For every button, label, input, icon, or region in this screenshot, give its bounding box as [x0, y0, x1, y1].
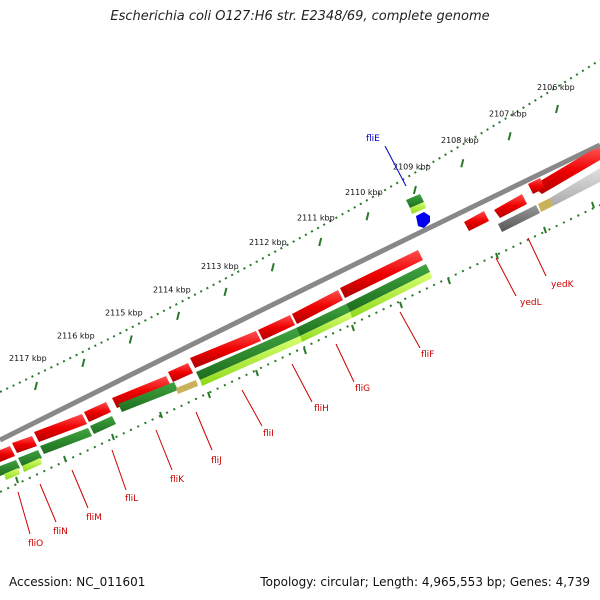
- gene-block-light: [22, 458, 42, 472]
- cds-arrow: [494, 194, 527, 218]
- kbp-tick-mark: [365, 212, 370, 221]
- gene-block: [196, 328, 300, 380]
- kbp-tick-label: 2108 kbp: [441, 136, 479, 145]
- cds-arrow: [340, 250, 423, 298]
- kbp-tick-label: 2115 kbp: [105, 309, 143, 318]
- genome-backbone: [0, 142, 600, 443]
- accession-text: Accession: NC_011601: [9, 575, 146, 589]
- gene-label-leaders: [17, 145, 547, 535]
- cds-arrow: [0, 446, 15, 462]
- kbp-tick-group: 2106 kbp 2107 kbp 2108 kbp 2109 kbp 2110 kbp…: [9, 83, 575, 391]
- pseudo-feature: [498, 205, 540, 232]
- gene-label-fliJ: fliJ: [211, 456, 222, 466]
- gene-label-fliI: fliI: [263, 429, 274, 439]
- gene-block-light: [410, 202, 426, 214]
- kbp-tick-label: 2113 kbp: [201, 262, 239, 271]
- gene-block: [406, 194, 424, 208]
- misc-feature: [550, 168, 600, 206]
- gene-label-fliL: fliL: [125, 494, 138, 504]
- cds-arrow: [168, 363, 193, 382]
- kbp-tick-label: 2106 kbp: [537, 83, 575, 92]
- gene-feature-track: [0, 194, 430, 476]
- gene-block: [90, 416, 116, 434]
- cds-arrow: [528, 178, 545, 194]
- cds-arrow: [464, 211, 489, 231]
- gene-labels: fliE yedK yedL fliF fliG fliH fliI fliJ …: [28, 134, 575, 549]
- kbp-tick-mark: [555, 104, 559, 114]
- cds-arrow: [258, 315, 295, 340]
- kbp-tick-label: 2109 kbp: [393, 162, 431, 171]
- gene-block: [346, 264, 430, 312]
- kbp-tick-label: 2110 kbp: [345, 188, 383, 197]
- inner-tick-marks: [15, 201, 595, 484]
- kbp-tick-label: 2112 kbp: [249, 238, 287, 247]
- gene-label-fliM: fliM: [86, 513, 102, 523]
- gene-block-light: [200, 336, 302, 386]
- gene-block-light: [176, 380, 198, 394]
- forward-cds-track: [0, 148, 600, 462]
- kbp-tick-mark: [128, 335, 133, 344]
- cds-arrow: [112, 376, 171, 408]
- kbp-tick-mark: [34, 381, 38, 391]
- gene-label-fliK: fliK: [170, 475, 185, 485]
- kbp-tick-mark: [270, 262, 275, 272]
- cds-arrow: [84, 402, 111, 422]
- kbp-tick-label: 2111 kbp: [297, 213, 335, 222]
- cds-arrow: [12, 436, 37, 453]
- reverse-feature-track: [498, 168, 600, 232]
- kbp-tick-mark: [460, 159, 465, 168]
- kbp-tick-mark: [176, 311, 181, 321]
- outer-tick-ring: [0, 59, 600, 393]
- gene-label-fliF: fliF: [421, 350, 434, 360]
- gene-label-fliO: fliO: [28, 539, 43, 549]
- kbp-tick-mark: [318, 237, 323, 247]
- cds-arrow: [34, 414, 87, 442]
- gene-feature-light-track: [4, 202, 432, 480]
- kbp-tick-mark: [223, 287, 228, 297]
- gene-block: [40, 428, 92, 454]
- gene-label-fliG: fliG: [355, 384, 370, 394]
- cds-arrow: [532, 148, 600, 194]
- kbp-tick-mark: [81, 358, 86, 368]
- kbp-tick-label: 2116 kbp: [57, 331, 95, 340]
- gene-block-light: [350, 272, 432, 318]
- map-title: Escherichia coli O127:H6 str. E2348/69, …: [110, 9, 490, 24]
- gene-label-fliN: fliN: [53, 527, 68, 537]
- inner-tick-ring: [0, 204, 600, 493]
- gene-block-light: [4, 468, 20, 480]
- cds-reverse-arrow: [416, 212, 430, 228]
- gene-block-light: [300, 312, 352, 342]
- gene-block: [18, 450, 42, 466]
- kbp-tick-label: 2107 kbp: [489, 110, 527, 119]
- genome-summary-text: Topology: circular; Length: 4,965,553 bp…: [260, 575, 590, 589]
- gene-label-yedK: yedK: [551, 280, 575, 290]
- misc-feature: [538, 198, 553, 212]
- gene-block: [0, 460, 20, 476]
- gene-label-yedL: yedL: [520, 298, 542, 308]
- gene-label-fliH: fliH: [314, 404, 329, 414]
- kbp-tick-label: 2117 kbp: [9, 354, 47, 363]
- gene-label-fliE: fliE: [366, 134, 380, 144]
- kbp-tick-mark: [507, 131, 512, 141]
- cds-arrow: [292, 290, 343, 324]
- kbp-tick-mark: [412, 185, 417, 195]
- kbp-tick-label: 2114 kbp: [153, 286, 191, 295]
- gene-block: [118, 382, 178, 412]
- gene-block: [296, 304, 350, 336]
- cds-arrow: [190, 331, 261, 368]
